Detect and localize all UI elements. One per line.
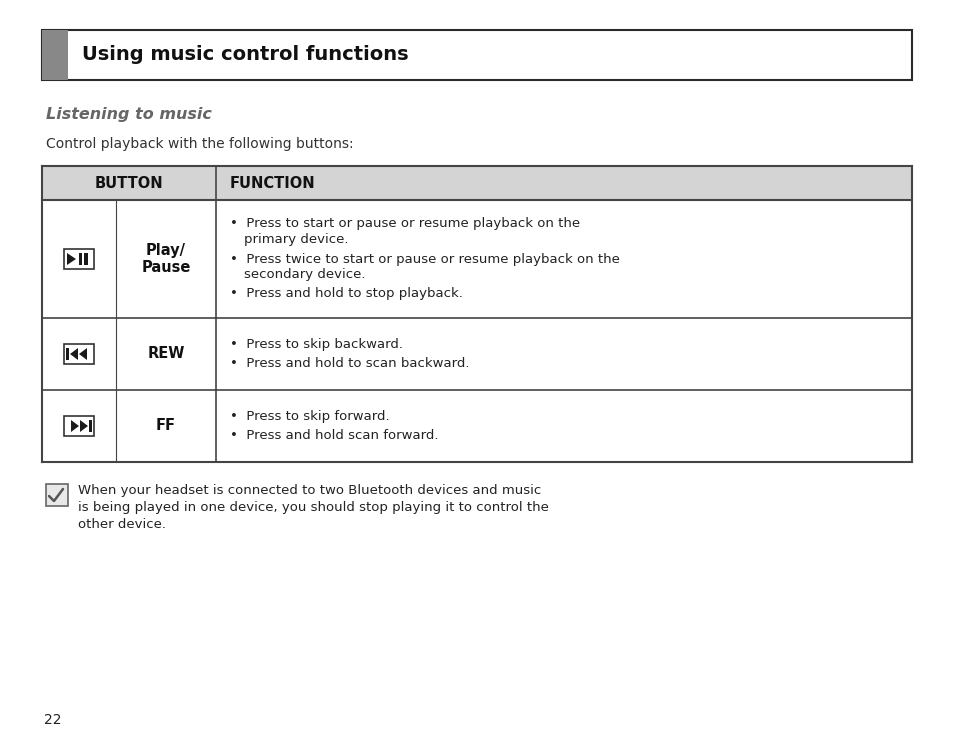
Polygon shape — [71, 420, 79, 432]
Text: is being played in one device, you should stop playing it to control the: is being played in one device, you shoul… — [78, 501, 548, 514]
Bar — [85, 253, 88, 265]
Bar — [79, 253, 82, 265]
Text: FF: FF — [156, 418, 175, 433]
Text: •  Press to skip forward.: • Press to skip forward. — [230, 410, 389, 423]
Bar — [64, 249, 94, 269]
Bar — [89, 420, 91, 432]
Text: other device.: other device. — [78, 518, 166, 531]
Text: primary device.: primary device. — [244, 233, 348, 246]
Bar — [42, 30, 68, 80]
Bar — [42, 166, 911, 200]
Text: secondary device.: secondary device. — [244, 268, 365, 281]
Text: Play/
Pause: Play/ Pause — [141, 243, 191, 275]
Polygon shape — [79, 348, 87, 360]
Bar — [64, 344, 94, 364]
Bar — [46, 484, 68, 506]
Polygon shape — [70, 348, 78, 360]
Polygon shape — [67, 253, 76, 265]
Bar — [64, 416, 94, 436]
Text: FUNCTION: FUNCTION — [230, 176, 315, 191]
Text: •  Press and hold scan forward.: • Press and hold scan forward. — [230, 430, 438, 442]
Text: •  Press to start or pause or resume playback on the: • Press to start or pause or resume play… — [230, 217, 579, 231]
Text: When your headset is connected to two Bluetooth devices and music: When your headset is connected to two Bl… — [78, 484, 540, 497]
Text: REW: REW — [147, 347, 185, 361]
Text: Using music control functions: Using music control functions — [82, 45, 408, 65]
Text: Control playback with the following buttons:: Control playback with the following butt… — [46, 137, 354, 151]
Text: 22: 22 — [44, 713, 61, 727]
Text: •  Press and hold to scan backward.: • Press and hold to scan backward. — [230, 357, 469, 370]
Text: •  Press twice to start or pause or resume playback on the: • Press twice to start or pause or resum… — [230, 252, 619, 266]
Text: BUTTON: BUTTON — [94, 176, 163, 191]
Text: •  Press and hold to stop playback.: • Press and hold to stop playback. — [230, 287, 462, 301]
Bar — [66, 348, 69, 360]
Bar — [42, 30, 911, 80]
Text: Listening to music: Listening to music — [46, 107, 212, 122]
Polygon shape — [80, 420, 88, 432]
Text: •  Press to skip backward.: • Press to skip backward. — [230, 338, 402, 351]
